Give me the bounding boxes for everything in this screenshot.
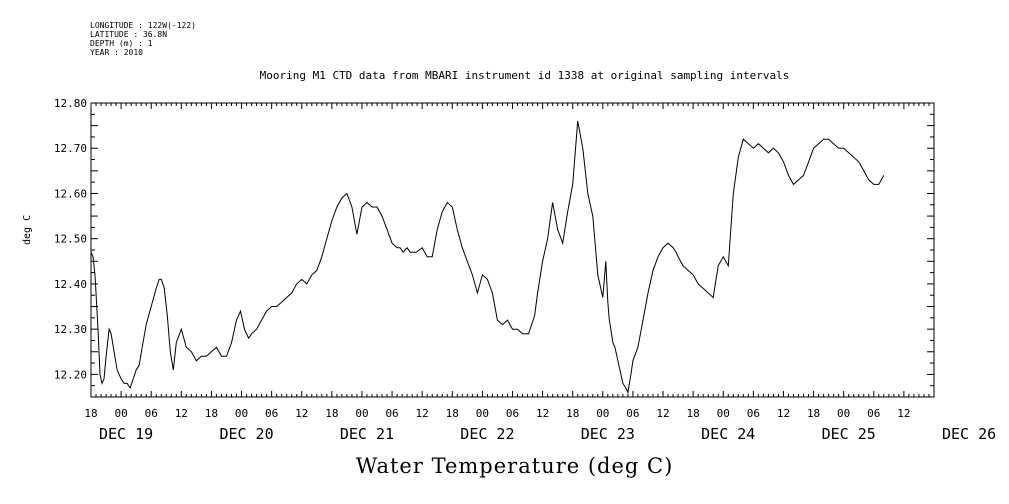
x-tick-label: 18 — [687, 407, 700, 420]
x-tick-label: 06 — [626, 407, 639, 420]
metadata-block: LONGITUDE : 122W(-122) LATITUDE : 36.8N … — [90, 21, 196, 57]
day-label: DEC 21 — [340, 425, 394, 443]
day-label: DEC 26 — [942, 425, 996, 443]
tick-group — [90, 102, 935, 398]
year-text: YEAR : 2010 — [90, 48, 143, 57]
x-tick-label: 06 — [867, 407, 880, 420]
x-tick-label: 18 — [566, 407, 579, 420]
x-tick-label: 06 — [145, 407, 158, 420]
x-tick-label: 18 — [807, 407, 820, 420]
x-tick-label: 00 — [114, 407, 127, 420]
x-tick-label: 00 — [596, 407, 609, 420]
x-tick-label: 06 — [265, 407, 278, 420]
x-tick-label: 12 — [416, 407, 429, 420]
x-tick-label: 12 — [897, 407, 910, 420]
x-axis-title: Water Temperature (deg C) — [355, 454, 674, 478]
x-tick-label: 00 — [717, 407, 730, 420]
x-tick-label: 18 — [205, 407, 218, 420]
x-tick-label: 06 — [385, 407, 398, 420]
y-tick-label: 12.40 — [54, 278, 87, 291]
x-tick-label: 18 — [84, 407, 97, 420]
x-tick-label: 18 — [325, 407, 338, 420]
day-label: DEC 20 — [219, 425, 273, 443]
x-tick-label: 18 — [446, 407, 459, 420]
day-label: DEC 22 — [460, 425, 514, 443]
depth-text: DEPTH (m) : 1 — [90, 39, 153, 48]
day-label: DEC 23 — [581, 425, 635, 443]
longitude-text: LONGITUDE : 122W(-122) — [90, 21, 196, 30]
series-line — [90, 121, 885, 395]
x-tick-label: 00 — [355, 407, 368, 420]
y-tick-label: 12.80 — [54, 97, 87, 110]
x-tick-label: 12 — [656, 407, 669, 420]
x-tick-label: 06 — [747, 407, 760, 420]
x-tick-label: 12 — [295, 407, 308, 420]
day-label: DEC 25 — [822, 425, 876, 443]
x-tick-label: 00 — [476, 407, 489, 420]
y-tick-label: 12.70 — [54, 142, 87, 155]
x-tick-label: 06 — [506, 407, 519, 420]
y-tick-label: 12.60 — [54, 187, 87, 200]
x-tick-label: 12 — [536, 407, 549, 420]
y-tick-label: 12.20 — [54, 368, 87, 381]
latitude-text: LATITUDE : 36.8N — [90, 30, 168, 39]
day-label: DEC 19 — [99, 425, 153, 443]
x-tick-label: 00 — [837, 407, 850, 420]
x-tick-label: 12 — [175, 407, 188, 420]
day-label: DEC 24 — [701, 425, 755, 443]
x-tick-label: 12 — [777, 407, 790, 420]
plot-frame — [90, 102, 935, 398]
y-tick-label: 12.30 — [54, 323, 87, 336]
y-tick-label: 12.50 — [54, 233, 87, 246]
tick-label-group: 12.20 12.30 12.40 12.50 12.60 12.70 12.80 18 00 0… — [54, 97, 996, 443]
x-tick-label: 00 — [235, 407, 248, 420]
chart-title: Mooring M1 CTD data from MBARI instrumen… — [259, 69, 790, 82]
